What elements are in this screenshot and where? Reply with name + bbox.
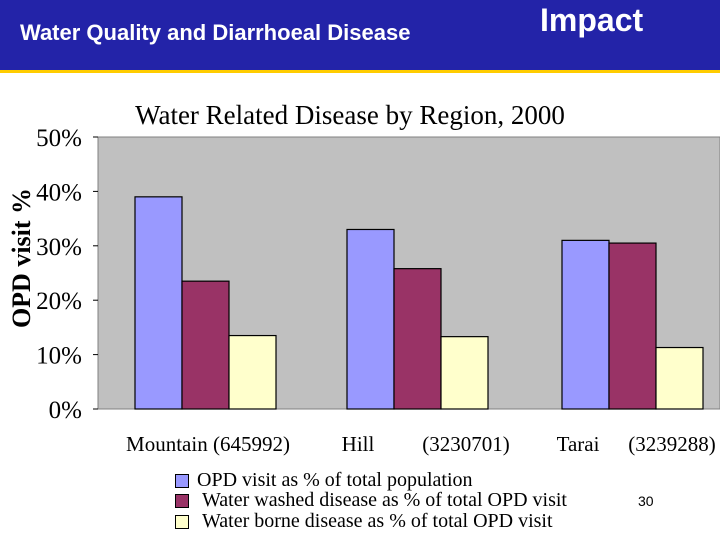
y-tick-label: 10% [36, 343, 82, 370]
y-axis-label: OPD visit % [7, 188, 36, 328]
x-tick-population: (3230701) [422, 432, 510, 456]
x-tick-label: Tarai [557, 432, 600, 456]
page-number: 30 [638, 493, 654, 509]
legend-swatch [175, 494, 189, 508]
chart-title: Water Related Disease by Region, 2000 [135, 100, 565, 130]
x-tick-label: Hill [342, 432, 375, 456]
bars [134, 196, 704, 410]
legend-swatch [175, 515, 189, 529]
y-axis-ticks: 0% 10% 20% 30% 40% 50% [36, 125, 98, 424]
bar-mountain-series-2 [181, 280, 230, 410]
title-bar [0, 0, 720, 73]
y-tick-label: 20% [36, 288, 82, 315]
slide-title: Water Quality and Diarrhoeal Disease [20, 20, 411, 45]
x-tick-label: Mountain (645992) [126, 432, 290, 456]
x-axis-ticks: Mountain (645992) Hill (3230701) Tarai (3239… [126, 432, 716, 456]
legend-label: Water borne disease as % of total OPD vi… [202, 510, 553, 532]
legend-label: OPD visit as % of total population [197, 469, 473, 491]
y-tick-label: 50% [36, 125, 82, 152]
y-tick-label: 0% [49, 397, 82, 424]
bar-hill-series-3 [440, 336, 489, 410]
y-tick-label: 30% [36, 234, 82, 261]
bar-hill-series-2 [393, 268, 442, 410]
x-tick-population: (3239288) [628, 432, 716, 456]
legend-swatch [175, 474, 189, 488]
bar-mountain-series-3 [228, 334, 277, 410]
bar-tarai-series-3 [655, 346, 704, 410]
y-tick-label: 40% [36, 179, 82, 206]
bar-tarai-series-2 [608, 242, 657, 410]
legend-label: Water washed disease as % of total OPD v… [202, 489, 567, 511]
bar-tarai-series-1 [561, 239, 610, 410]
bar-hill-series-1 [346, 228, 395, 410]
slide-title-suffix: Impact [540, 2, 644, 38]
bar-mountain-series-1 [134, 196, 183, 410]
